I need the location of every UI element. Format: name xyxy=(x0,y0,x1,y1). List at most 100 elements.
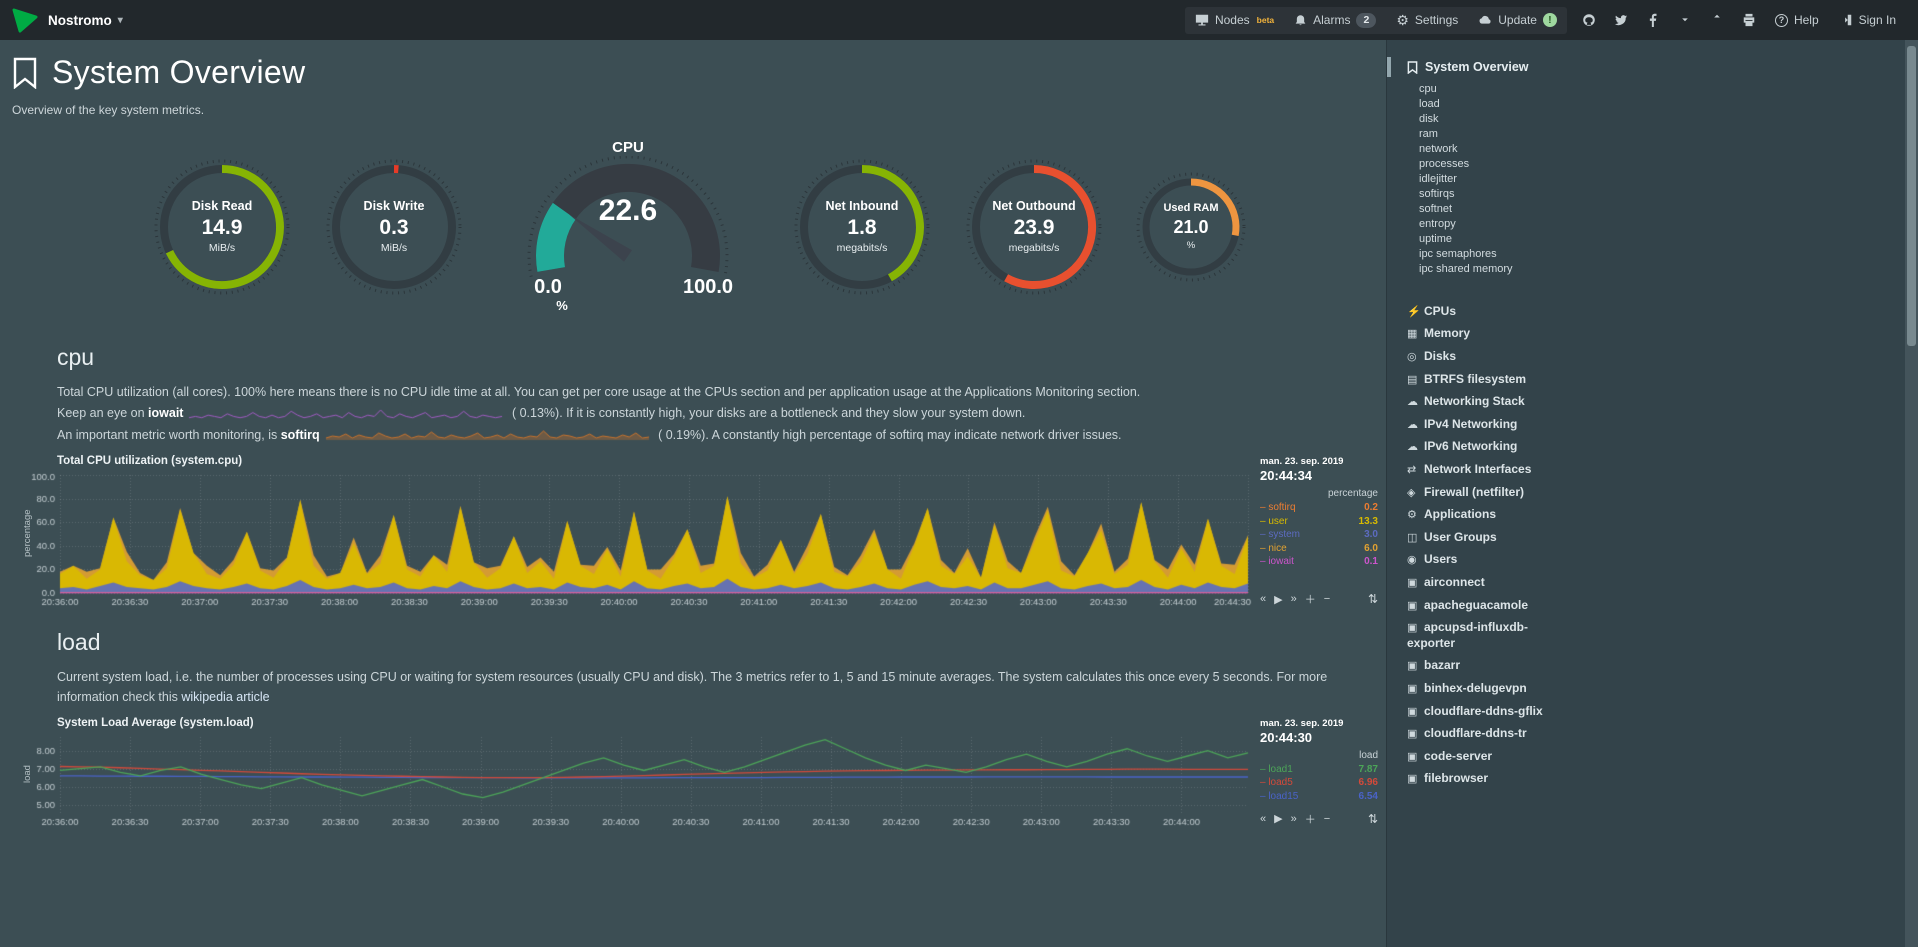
sidebar-subitem-softirqs[interactable]: softirqs xyxy=(1419,187,1455,200)
gauge-disk-write[interactable]: Disk Write 0.3 MiB/s xyxy=(320,153,468,301)
sidebar-item-ipv6-networking[interactable]: ☁ IPv6 Networking xyxy=(1407,436,1569,459)
cpu-gauge-max: 100.0 xyxy=(682,276,734,298)
zoom-out-button[interactable]: − xyxy=(1323,593,1331,606)
sidebar-subitem-ipc-semaphores[interactable]: ipc semaphores xyxy=(1419,247,1497,260)
sidebar-item-network-interfaces[interactable]: ⇄ Network Interfaces xyxy=(1407,459,1569,482)
wikipedia-link[interactable]: wikipedia article xyxy=(181,689,270,704)
bookmark-icon xyxy=(13,57,37,89)
sidebar-item-code-server[interactable]: ▣ code-server xyxy=(1407,745,1569,768)
legend-load-load15[interactable]: – load15 6.54 xyxy=(1260,790,1378,804)
sidebar-subitem-idlejitter[interactable]: idlejitter xyxy=(1419,172,1457,185)
legend-load-load1[interactable]: – load1 7.87 xyxy=(1260,763,1378,777)
scrollbar-thumb[interactable] xyxy=(1907,46,1916,346)
upload-button[interactable] xyxy=(1701,7,1733,33)
update-button[interactable]: Update ! xyxy=(1468,7,1567,33)
sidebar-item-filebrowser[interactable]: ▣ filebrowser xyxy=(1407,768,1569,791)
softirq-sparkline[interactable] xyxy=(324,429,650,441)
sidebar-subitem-processes[interactable]: processes xyxy=(1419,157,1470,170)
sidebar-item-memory[interactable]: ▦ Memory xyxy=(1407,323,1569,346)
iowait-term: iowait xyxy=(148,406,184,421)
netdata-logo[interactable] xyxy=(12,7,38,33)
sidebar-item-btrfs-filesystem[interactable]: ▤ BTRFS filesystem xyxy=(1407,368,1569,391)
pan-forward-button[interactable]: » xyxy=(1290,812,1297,825)
help-button[interactable]: ? Help xyxy=(1765,7,1829,33)
sidebar-item-airconnect[interactable]: ▣ airconnect xyxy=(1407,572,1569,595)
sidebar-item-applications[interactable]: ⚙ Applications xyxy=(1407,504,1569,527)
legend-load-load5[interactable]: – load5 6.96 xyxy=(1260,776,1378,790)
sidebar-subitem-cpu[interactable]: cpu xyxy=(1419,82,1437,95)
legend-cpu-nice[interactable]: – nice 6.0 xyxy=(1260,542,1378,556)
twitter-button[interactable] xyxy=(1605,7,1637,33)
sidebar-item-binhex-delugevpn[interactable]: ▣ binhex-delugevpn xyxy=(1407,677,1569,700)
sidebar-item-firewall-netfilter[interactable]: ◈ Firewall (netfilter) xyxy=(1407,481,1569,504)
zoom-in-button[interactable]: ＋ xyxy=(1304,813,1316,826)
legend-name: – nice xyxy=(1260,542,1287,554)
nodes-label: Nodes xyxy=(1214,13,1250,27)
legend-cpu-softirq[interactable]: – softirq 0.2 xyxy=(1260,501,1378,515)
sidebar-item-apcupsd-influxdb-exporter[interactable]: ▣ apcupsd-influxdb-exporter xyxy=(1407,617,1569,655)
legend-cpu-iowait[interactable]: – iowait 0.1 xyxy=(1260,555,1378,569)
sidebar-item-disks[interactable]: ◎ Disks xyxy=(1407,346,1569,369)
sidebar-item-system-overview[interactable]: System Overview xyxy=(1387,56,1572,78)
sidebar-subitem-load[interactable]: load xyxy=(1419,97,1440,110)
sidebar-subitem-uptime[interactable]: uptime xyxy=(1419,232,1453,245)
iowait-text-pre: Keep an eye on xyxy=(57,406,149,421)
signin-button[interactable]: Sign In xyxy=(1829,7,1906,33)
monitor-icon xyxy=(1195,14,1209,26)
legend-cpu-user[interactable]: – user 13.3 xyxy=(1260,515,1378,529)
cpu-chart: Total CPU utilization (system.cpu) perce… xyxy=(20,455,1386,610)
sidebar-subitem-network[interactable]: network xyxy=(1419,142,1458,155)
zoom-in-button[interactable]: ＋ xyxy=(1304,594,1316,607)
pan-backward-button[interactable]: « xyxy=(1260,812,1267,825)
sidebar-subitem-ipc-shared-memory[interactable]: ipc shared memory xyxy=(1419,262,1513,275)
sidebar-subitem-entropy[interactable]: entropy xyxy=(1419,217,1456,230)
signin-label: Sign In xyxy=(1858,13,1896,27)
chart-resize-handle[interactable]: ⇅ xyxy=(1367,592,1378,607)
pan-forward-button[interactable]: » xyxy=(1290,593,1297,606)
gauge-net-inbound[interactable]: Net Inbound 1.8 megabits/s xyxy=(788,153,936,301)
chart-resize-handle[interactable]: ⇅ xyxy=(1367,811,1378,826)
download-button[interactable] xyxy=(1669,7,1701,33)
service-icon: ▣ xyxy=(1407,622,1418,635)
play-button[interactable]: ▶ xyxy=(1274,813,1283,826)
gauge-net-outbound[interactable]: Net Outbound 23.9 megabits/s xyxy=(960,153,1108,301)
sidebar-item-ipv4-networking[interactable]: ☁ IPv4 Networking xyxy=(1407,413,1569,436)
load-chart-canvas[interactable] xyxy=(20,732,1252,829)
sidebar-item-cloudflare-ddns-tr[interactable]: ▣ cloudflare-ddns-tr xyxy=(1407,723,1569,746)
page-scrollbar[interactable] xyxy=(1905,40,1918,947)
sidebar-item-bazarr[interactable]: ▣ bazarr xyxy=(1407,655,1569,678)
settings-button[interactable]: ⚙ Settings xyxy=(1386,7,1468,33)
sidebar-item-networking-stack[interactable]: ☁ Networking Stack xyxy=(1407,391,1569,414)
cpu-iowait-line: Keep an eye on iowait ( 0.13%). If it is… xyxy=(57,404,1386,423)
nodes-button[interactable]: Nodes beta xyxy=(1185,7,1284,33)
sidebar-item-user-groups[interactable]: ◫ User Groups xyxy=(1407,526,1569,549)
sidebar-item-cpus[interactable]: ⚡ CPUs xyxy=(1407,300,1569,323)
facebook-button[interactable] xyxy=(1637,7,1669,33)
help-label: Help xyxy=(1793,13,1819,27)
iowait-sparkline[interactable] xyxy=(188,408,504,420)
gauge-cpu[interactable]: CPU 22.6 0.0 100.0 % xyxy=(492,139,764,314)
print-button[interactable] xyxy=(1733,7,1765,33)
sidebar-subitem-disk[interactable]: disk xyxy=(1419,112,1439,125)
cpu-gauge-min: 0.0 xyxy=(534,276,562,298)
sidebar-item-apacheguacamole[interactable]: ▣ apacheguacamole xyxy=(1407,594,1569,617)
load-chart-date: man. 23. sep. 2019 xyxy=(1260,717,1344,729)
sidebar-subitem-softnet[interactable]: softnet xyxy=(1419,202,1453,215)
gauge-used-ram[interactable]: Used RAM 21.0 % xyxy=(1132,168,1250,286)
zoom-out-button[interactable]: − xyxy=(1323,812,1331,825)
alarms-button[interactable]: Alarms 2 xyxy=(1284,7,1386,34)
play-button[interactable]: ▶ xyxy=(1274,593,1283,606)
softirq-text-post: ). A constantly high percentage of softi… xyxy=(701,427,1122,442)
sidebar: System Overview cpu load disk ram network pro… xyxy=(1386,40,1918,947)
hostname-dropdown[interactable]: Nostromo ▾ xyxy=(48,13,123,28)
github-button[interactable] xyxy=(1573,7,1605,33)
section-heading-cpu: cpu xyxy=(57,344,95,370)
sidebar-item-users[interactable]: ◉ Users xyxy=(1407,549,1569,572)
gauge-disk-read[interactable]: Disk Read 14.9 MiB/s xyxy=(148,153,296,301)
sidebar-item-cloudflare-ddns-gflix[interactable]: ▣ cloudflare-ddns-gflix xyxy=(1407,700,1569,723)
sidebar-subitem-ram[interactable]: ram xyxy=(1419,127,1438,140)
legend-cpu-system[interactable]: – system 3.0 xyxy=(1260,528,1378,542)
pan-backward-button[interactable]: « xyxy=(1260,593,1267,606)
github-icon xyxy=(1583,14,1595,26)
cpu-chart-canvas[interactable] xyxy=(20,471,1252,610)
